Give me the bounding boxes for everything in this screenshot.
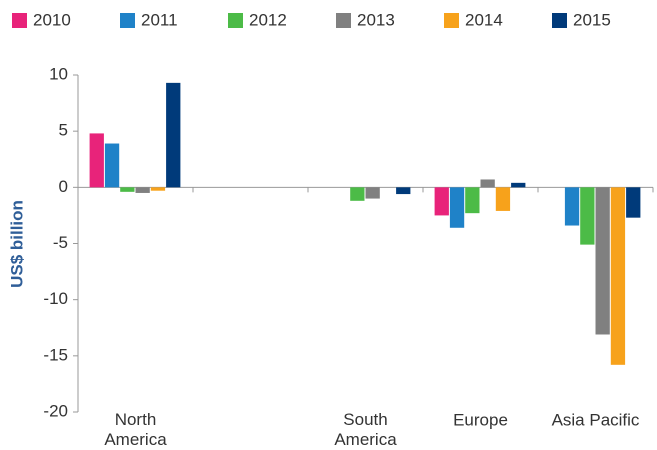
bar xyxy=(610,187,626,365)
bar xyxy=(465,187,480,214)
y-axis-label: US$ billion xyxy=(7,200,26,288)
x-tick-label: Asia Pacific xyxy=(552,410,640,429)
legend-label: 2015 xyxy=(573,10,611,29)
legend-swatch xyxy=(444,13,459,28)
y-tick-label: -5 xyxy=(53,233,68,252)
y-tick-label: 0 xyxy=(59,177,68,196)
bar xyxy=(626,187,641,218)
y-tick-label: -20 xyxy=(43,401,68,420)
legend-label: 2014 xyxy=(465,10,503,29)
bar xyxy=(120,187,135,192)
legend-swatch xyxy=(228,13,243,28)
y-tick-label: 5 xyxy=(59,121,68,140)
bar xyxy=(564,187,580,226)
bar xyxy=(135,187,150,193)
bar xyxy=(434,187,449,216)
legend-label: 2010 xyxy=(33,10,71,29)
legend-swatch xyxy=(120,13,135,28)
bar xyxy=(150,187,166,191)
legend-label: 2013 xyxy=(357,10,395,29)
legend-swatch xyxy=(12,13,27,28)
bar xyxy=(495,187,511,211)
bar xyxy=(89,133,104,188)
legend-label: 2011 xyxy=(141,10,178,29)
bar xyxy=(449,187,465,228)
bar xyxy=(350,187,365,201)
x-tick-label: Europe xyxy=(453,410,508,429)
x-tick-label: South America xyxy=(334,410,397,449)
bar xyxy=(580,187,595,245)
bar xyxy=(595,187,610,335)
bar xyxy=(396,187,411,195)
y-tick-label: 10 xyxy=(49,64,68,83)
y-tick-label: -15 xyxy=(43,345,68,364)
legend-swatch xyxy=(552,13,567,28)
legend-label: 2012 xyxy=(249,10,287,29)
bar xyxy=(365,187,380,199)
bar xyxy=(104,143,120,188)
legend-swatch xyxy=(336,13,351,28)
bar xyxy=(511,182,526,188)
bar xyxy=(480,179,495,188)
bar xyxy=(166,82,181,188)
y-tick-label: -10 xyxy=(43,289,68,308)
x-tick-label: North America xyxy=(104,410,167,449)
